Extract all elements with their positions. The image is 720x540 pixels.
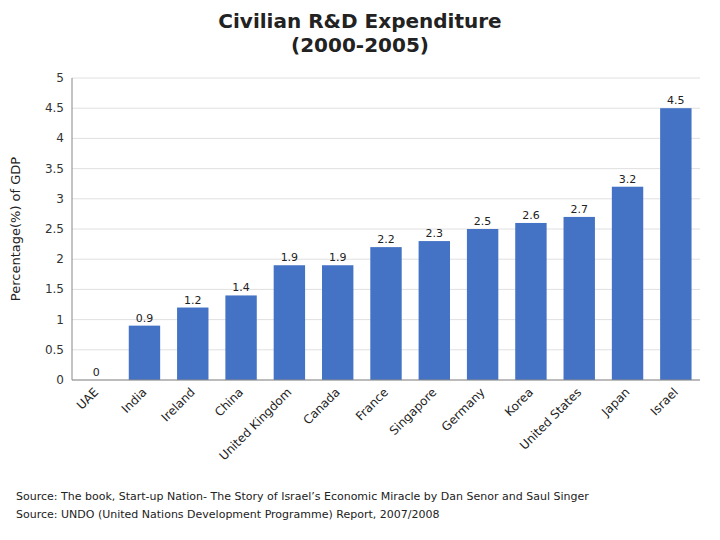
x-tick-label: United States [517, 385, 584, 452]
bar [419, 241, 450, 380]
y-axis-label: Percentage(%) of GDP [8, 157, 23, 302]
title-line: (2000-2005) [291, 33, 429, 57]
y-tick-label: 4 [56, 131, 64, 145]
x-tick-label: Germany [439, 385, 488, 434]
x-tick-label: Singapore [387, 385, 440, 438]
data-labels: 0 0.9 1.2 1.4 1.9 1.9 2.2 2.3 2.5 2.6 2.7 3.2 4.5 [93, 94, 685, 379]
grid-line [72, 138, 700, 139]
chart: Civilian R&D Expenditure(2000-2005) 0 0.5 1… [0, 0, 720, 540]
bar [467, 229, 498, 380]
grid-line [72, 380, 700, 381]
annotation: Source: UNDO (United Nations Development… [16, 508, 439, 521]
data-label: 2.3 [426, 227, 444, 240]
y-tick-label: 5 [56, 71, 64, 85]
x-tick-label: UAE [74, 385, 101, 412]
grid-line [72, 229, 700, 230]
bar [225, 295, 256, 380]
bar [515, 223, 546, 380]
data-label: 1.9 [329, 251, 347, 264]
bar [322, 265, 353, 380]
data-label: 1.4 [232, 281, 250, 294]
y-tick-label: 0 [56, 373, 64, 387]
bar [129, 326, 160, 380]
y-tick-label: 4.5 [45, 101, 64, 115]
bar [177, 308, 208, 380]
x-axis-line [72, 380, 700, 381]
bar [564, 217, 595, 380]
data-label: 1.9 [281, 251, 299, 264]
title-line: Civilian R&D Expenditure [218, 9, 501, 33]
x-tick-label: Israel [648, 385, 681, 418]
bar [660, 108, 691, 380]
annotation: Source: The book, Start-up Nation- The S… [16, 490, 589, 503]
y-axis-line [72, 78, 73, 380]
bars [129, 108, 692, 380]
x-tick-label: United Kingdom [216, 385, 294, 463]
page: {"chart_data": {"type": "bar", "title": … [0, 0, 720, 540]
x-tick-label: Japan [598, 385, 632, 419]
x-tick-label: France [353, 385, 391, 423]
grid-line [72, 108, 700, 109]
data-label: 0.9 [136, 312, 154, 325]
y-axis: 0 0.5 1 1.5 2 2.5 3 3.5 4 4.5 5 [45, 71, 64, 387]
y-tick-label: 0.5 [45, 343, 64, 357]
data-label: 0 [93, 366, 100, 379]
data-label: 2.7 [570, 203, 588, 216]
data-label: 3.2 [619, 173, 637, 186]
x-tick-label: Ireland [159, 385, 198, 424]
y-tick-label: 1 [56, 313, 64, 327]
x-tick-label: India [119, 385, 150, 416]
data-label: 2.5 [474, 215, 492, 228]
x-tick-label: Korea [502, 385, 536, 419]
x-axis: UAE India Ireland ChinaUnited KingdomCanada… [74, 385, 681, 463]
bar [370, 247, 401, 380]
x-tick-label: Canada [301, 385, 343, 427]
y-tick-label: 2 [56, 252, 64, 266]
y-tick-label: 3 [56, 192, 64, 206]
data-label: 1.2 [184, 294, 202, 307]
data-label: 2.6 [522, 209, 540, 222]
y-tick-label: 3.5 [45, 162, 64, 176]
title: Civilian R&D Expenditure(2000-2005) [218, 9, 501, 57]
grid [72, 78, 700, 380]
x-tick-label: China [212, 385, 246, 419]
grid-line [72, 198, 700, 199]
grid-line [72, 78, 700, 79]
data-label: 2.2 [377, 233, 395, 246]
bar [274, 265, 305, 380]
y-tick-label: 1.5 [45, 282, 64, 296]
bar [612, 187, 643, 380]
y-tick-label: 2.5 [45, 222, 64, 236]
grid-line [72, 168, 700, 169]
data-label: 4.5 [667, 94, 685, 107]
